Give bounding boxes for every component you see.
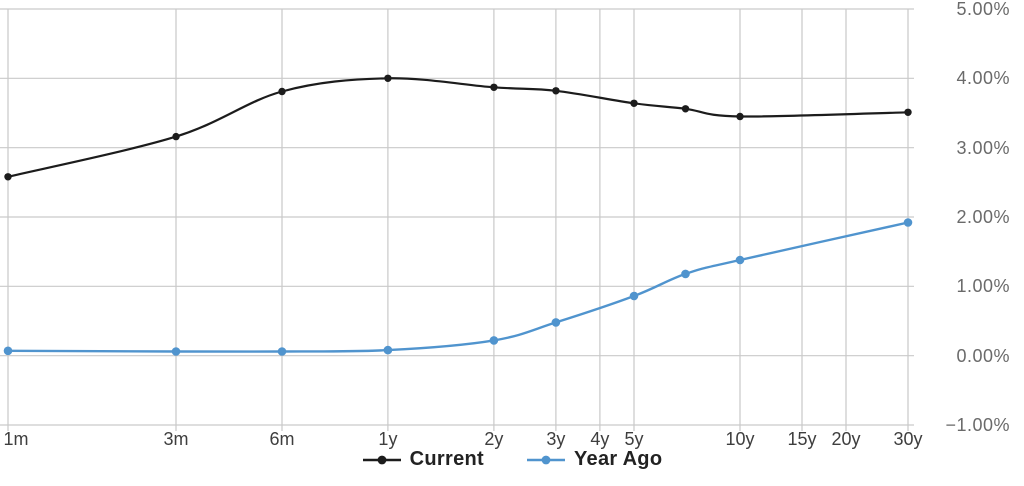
- legend-item-year-ago[interactable]: Year Ago: [526, 448, 662, 471]
- y-axis-tick-label: 4.00%: [956, 68, 1010, 89]
- current-series-marker-icon: [362, 455, 401, 464]
- x-axis-tick-label: 1m: [3, 429, 29, 449]
- legend-label-year-ago: Year Ago: [573, 448, 663, 470]
- x-axis-tick-label: 2y: [484, 429, 504, 449]
- y-axis-tick-label: 5.00%: [956, 0, 1010, 19]
- legend-label-current: Current: [409, 448, 484, 470]
- x-axis-tick-label: 3m: [163, 429, 189, 449]
- x-axis-tick-label: 3y: [546, 429, 566, 449]
- y-axis-tick-label: 0.00%: [956, 345, 1010, 366]
- y-axis-tick-label: −1.00%: [945, 415, 1010, 435]
- x-axis-tick-label: 30y: [893, 429, 923, 449]
- y-axis-tick-label: 2.00%: [956, 207, 1010, 227]
- x-axis-tick-label: 5y: [624, 429, 644, 449]
- year-ago-series-marker-icon: [526, 455, 565, 464]
- y-axis-tick-label: 1.00%: [956, 276, 1010, 297]
- x-axis-tick-label: 4y: [590, 429, 610, 449]
- x-axis-tick-label: 10y: [725, 429, 755, 449]
- x-axis-tick-label: 20y: [831, 429, 861, 449]
- legend-item-current[interactable]: Current: [362, 448, 484, 471]
- x-axis-tick-label: 6m: [269, 429, 295, 449]
- x-axis-tick-label: 1y: [378, 429, 398, 449]
- x-axis-tick-label: 15y: [787, 429, 817, 449]
- legend: Current Year Ago: [0, 448, 1024, 471]
- y-axis-tick-label: 3.00%: [956, 137, 1010, 158]
